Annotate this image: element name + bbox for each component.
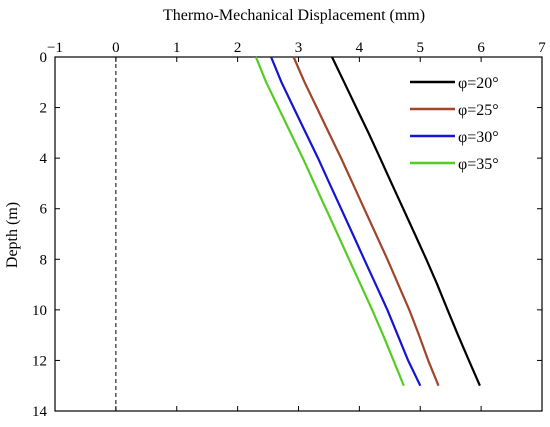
x-tick-label: −1 xyxy=(47,40,63,56)
y-axis-title: Depth (m) xyxy=(4,202,21,268)
x-tick-label: 1 xyxy=(173,40,181,56)
x-axis-title: Thermo-Mechanical Displacement (mm) xyxy=(163,7,425,24)
x-tick-label: 3 xyxy=(295,40,303,56)
y-tick-label: 10 xyxy=(32,303,47,319)
x-tick-label: 4 xyxy=(356,40,364,56)
series-line-3 xyxy=(270,56,422,387)
plot-layer: −1 0 1 2 3 4 5 6 702468101214φ=20°φ=25°φ=30°φ=35… xyxy=(32,40,546,420)
y-tick-label: 2 xyxy=(40,101,48,117)
series-line-4 xyxy=(254,56,405,387)
x-tick-label: 2 xyxy=(234,40,242,56)
x-tick-label: 5 xyxy=(417,40,425,56)
y-tick-label: 4 xyxy=(40,151,48,167)
legend-label-1: φ=20° xyxy=(458,75,499,92)
x-tick-label: 0 xyxy=(112,40,120,56)
legend-label-3: φ=30° xyxy=(458,129,499,146)
legend-label-4: φ=35° xyxy=(458,156,499,173)
y-tick-label: 8 xyxy=(40,252,48,268)
y-tick-label: 14 xyxy=(32,404,48,420)
series-line-2 xyxy=(292,56,440,387)
y-tick-label: 12 xyxy=(32,353,47,369)
legend-label-2: φ=25° xyxy=(458,102,499,119)
x-tick-label: 7 xyxy=(538,40,546,56)
y-tick-label: 0 xyxy=(40,50,48,66)
y-tick-label: 6 xyxy=(40,202,48,218)
x-tick-label: 6 xyxy=(477,40,485,56)
series-line-1 xyxy=(331,56,481,387)
